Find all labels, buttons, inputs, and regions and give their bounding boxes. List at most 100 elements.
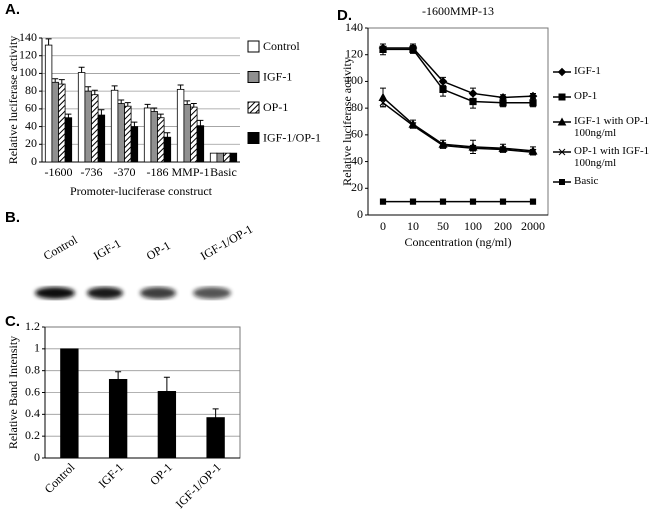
legend-marker (557, 67, 567, 77)
error-bar (440, 76, 446, 86)
panel-label: D. (337, 7, 352, 24)
legend-swatch (247, 132, 260, 144)
line (383, 48, 533, 104)
x-tick-label: 0 (380, 219, 386, 233)
y-tick-label: 1.2 (25, 319, 40, 333)
x-tick-label: Basic (210, 165, 237, 179)
legend-marker (558, 93, 566, 101)
y-tick-label: 40 (351, 153, 363, 167)
error-bar (410, 119, 416, 129)
bar (190, 106, 198, 163)
error-bar (184, 100, 191, 105)
y-tick-label: 0 (31, 154, 37, 168)
bar (150, 111, 158, 163)
error-bar (440, 142, 446, 149)
chart-title: -1600MMP-13 (422, 4, 494, 18)
legend-marker (558, 148, 566, 156)
error-bar (111, 85, 118, 91)
lane-label: IGF-1 (91, 236, 123, 263)
legend-label: Basic (574, 175, 599, 187)
bar (176, 88, 185, 163)
bar (58, 83, 66, 163)
legend-item: Basic (574, 175, 599, 187)
x-tick-label: 200 (494, 219, 512, 233)
error-bar (157, 113, 164, 118)
x-tick-label: OP-1 (147, 460, 175, 488)
error-bar (91, 89, 98, 95)
legend-label: IGF-1/OP-1 (263, 130, 321, 144)
error-bar (177, 84, 184, 90)
y-tick-label: 0.4 (25, 406, 40, 420)
x-tick-label: 2000 (521, 219, 545, 233)
bar (97, 114, 106, 163)
bar (110, 89, 119, 163)
error-bar (144, 103, 151, 108)
bar (157, 391, 177, 459)
y-tick-label: 0.8 (25, 362, 40, 376)
blot-band (35, 287, 75, 299)
error-bar (530, 92, 536, 100)
bar (91, 94, 99, 163)
legend-marker (559, 179, 565, 185)
y-tick-label: 0.2 (25, 428, 40, 442)
x-tick-label: IGF-1/OP-1 (173, 460, 224, 511)
error-bar (470, 145, 476, 152)
error-bar (151, 107, 158, 112)
error-bar (500, 143, 506, 153)
x-tick-label: -186 (147, 165, 169, 179)
legend-item: IGF-1 (574, 65, 601, 77)
y-tick-label: 80 (351, 100, 363, 114)
y-tick-label: 20 (25, 136, 37, 150)
legend-swatch (247, 71, 260, 83)
error-bar (440, 82, 446, 97)
x-tick-label: 10 (407, 219, 419, 233)
error-bar (52, 78, 59, 83)
y-tick-label: 100 (345, 73, 363, 87)
error-bar (212, 408, 219, 418)
bar (157, 117, 165, 163)
x-axis-label: Concentration (ng/ml) (405, 235, 512, 249)
x-tick-label: 100 (464, 219, 482, 233)
panel-label: A. (5, 1, 20, 18)
error-bar (58, 79, 65, 85)
bar (183, 104, 191, 163)
legend-label: IGF-1 (574, 65, 601, 77)
lane-label: OP-1 (144, 238, 173, 263)
legend-swatch (247, 101, 260, 114)
lane-label: Control (41, 232, 80, 263)
error-bar (410, 122, 416, 129)
bar (77, 72, 86, 163)
error-bar (410, 44, 416, 54)
y-tick-label: 60 (25, 101, 37, 115)
bar (209, 152, 218, 163)
x-tick-label: Control (42, 460, 78, 496)
legend-item: OP-1 with IGF-1 100ng/ml (574, 145, 649, 169)
bar (143, 107, 152, 163)
error-bar (197, 119, 204, 126)
panel-label: B. (5, 209, 20, 226)
error-bar (115, 371, 122, 380)
panel-label: C. (5, 313, 20, 330)
blot-band (193, 287, 231, 299)
error-bar (530, 98, 536, 108)
y-tick-label: 40 (25, 118, 37, 132)
plot-frame (367, 27, 549, 216)
marker (439, 198, 447, 205)
y-tick-label: 20 (351, 180, 363, 194)
y-tick-label: 80 (25, 83, 37, 97)
error-bar (380, 98, 386, 108)
y-tick-label: 140 (345, 20, 363, 34)
x-tick-label: IGF-1 (96, 460, 127, 491)
error-bar (45, 38, 52, 46)
y-tick-label: 140 (19, 30, 37, 44)
line (383, 47, 534, 99)
error-bar (380, 43, 386, 56)
bar (223, 152, 231, 163)
x-tick-label: MMP-1 (171, 165, 209, 179)
error-bar (124, 102, 131, 107)
x-tick-label: -370 (114, 165, 136, 179)
error-bar (530, 146, 536, 156)
bar (60, 348, 79, 459)
error-bar (163, 376, 170, 392)
